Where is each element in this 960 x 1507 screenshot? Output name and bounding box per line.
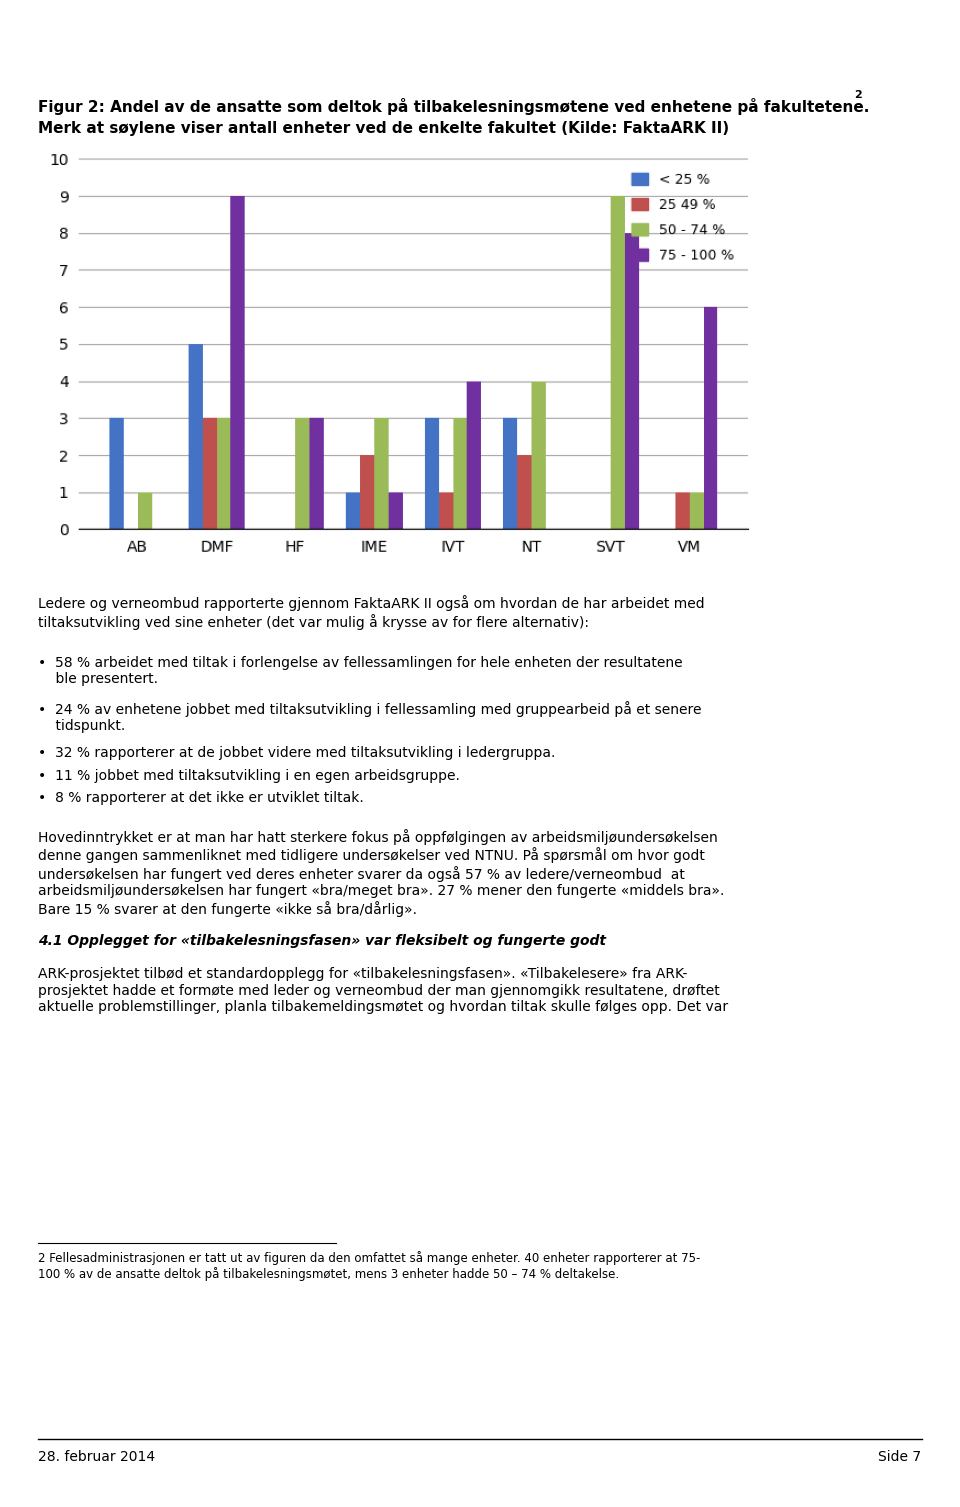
Text: Merk at søylene viser antall enheter ved de enkelte fakultet (Kilde: FaktaARK II: Merk at søylene viser antall enheter ved… [38,121,730,136]
Text: 2: 2 [854,90,862,101]
Text: Figur 2: Andel av de ansatte som deltok på tilbakelesningsmøtene ved enhetene på: Figur 2: Andel av de ansatte som deltok … [38,98,870,115]
Text: •  24 % av enhetene jobbet med tiltaksutvikling i fellessamling med gruppearbeid: • 24 % av enhetene jobbet med tiltaksutv… [38,701,702,732]
Text: 28. februar 2014: 28. februar 2014 [38,1450,156,1463]
Text: 4.1 Opplegget for «tilbakelesningsfasen» var fleksibelt og fungerte godt: 4.1 Opplegget for «tilbakelesningsfasen»… [38,934,607,948]
Text: 2 Fellesadministrasjonen er tatt ut av figuren da den omfattet så mange enheter.: 2 Fellesadministrasjonen er tatt ut av f… [38,1251,701,1281]
Text: Ledere og verneombud rapporterte gjennom FaktaARK II også om hvordan de har arbe: Ledere og verneombud rapporterte gjennom… [38,595,705,630]
Text: •  32 % rapporterer at de jobbet videre med tiltaksutvikling i ledergruppa.: • 32 % rapporterer at de jobbet videre m… [38,746,556,760]
Text: •  8 % rapporterer at det ikke er utviklet tiltak.: • 8 % rapporterer at det ikke er utvikle… [38,791,364,805]
Text: ARK-prosjektet tilbød et standardopplegg for «tilbakelesningsfasen». «Tilbakeles: ARK-prosjektet tilbød et standardopplegg… [38,967,729,1014]
Text: Side 7: Side 7 [878,1450,922,1463]
Text: •  58 % arbeidet med tiltak i forlengelse av fellessamlingen for hele enheten de: • 58 % arbeidet med tiltak i forlengelse… [38,656,683,686]
Text: Hovedinntrykket er at man har hatt sterkere fokus på oppfølgingen av arbeidsmilj: Hovedinntrykket er at man har hatt sterk… [38,829,725,916]
Text: •  11 % jobbet med tiltaksutvikling i en egen arbeidsgruppe.: • 11 % jobbet med tiltaksutvikling i en … [38,769,460,782]
